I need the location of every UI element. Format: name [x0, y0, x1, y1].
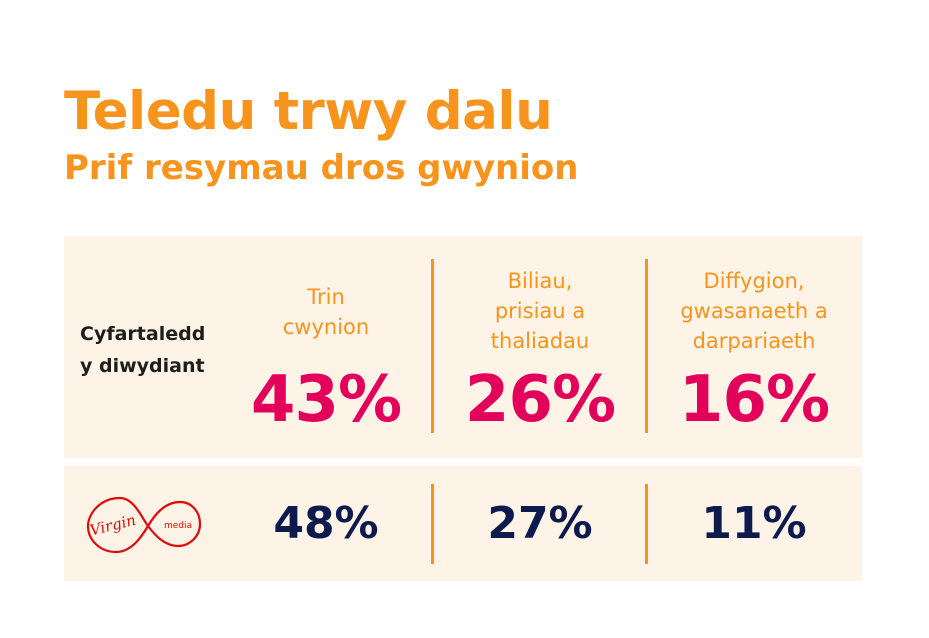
column-billing: Biliau, prisiau a thaliadau 26% 27%	[440, 236, 640, 581]
column-divider	[431, 484, 434, 564]
virgin-media-panel	[64, 466, 862, 581]
virgin-logo-text: Virgin	[88, 511, 138, 540]
virgin-media-logo-graphic: Virgin media	[86, 496, 202, 554]
category-label: Diffygion, gwasanaeth a darpariaeth	[680, 269, 828, 353]
industry-value: 26%	[464, 363, 616, 437]
column-complaint-handling: Trin cwynion 43% 48%	[226, 236, 426, 581]
category-label: Biliau, prisiau a thaliadau	[490, 269, 590, 353]
industry-value: 16%	[678, 363, 830, 437]
category-label: Trin cwynion	[282, 285, 370, 339]
page-title: Teledu trwy dalu	[64, 81, 553, 142]
column-divider	[645, 484, 648, 564]
industry-value: 43%	[250, 363, 402, 437]
virgin-value: 11%	[701, 498, 807, 549]
page-subtitle: Prif resymau dros gwynion	[64, 148, 579, 188]
virgin-media-logo: Virgin media	[84, 490, 204, 562]
virgin-value: 48%	[273, 498, 379, 549]
column-divider	[645, 259, 648, 433]
virgin-value: 27%	[487, 498, 593, 549]
industry-average-panel	[64, 236, 862, 458]
column-divider	[431, 259, 434, 433]
industry-average-label: Cyfartaledd y diwydiant	[80, 323, 206, 377]
column-faults-service: Diffygion, gwasanaeth a darpariaeth 16% …	[654, 236, 854, 581]
media-logo-text: media	[164, 521, 192, 531]
